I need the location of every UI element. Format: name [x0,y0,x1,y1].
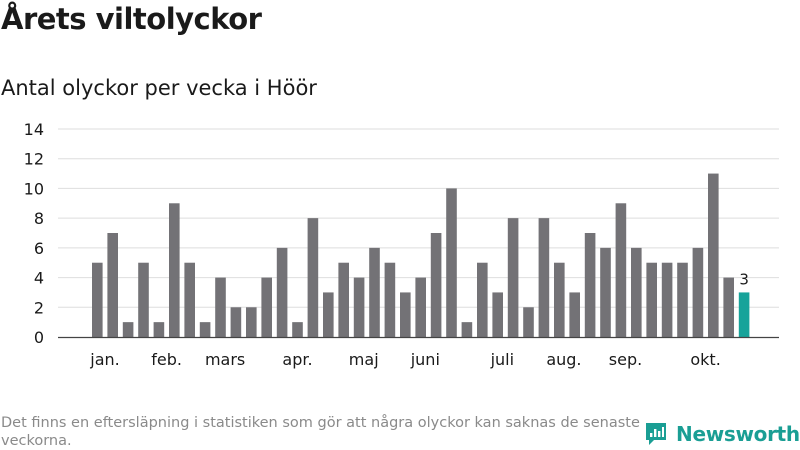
y-tick-label: 6 [34,239,44,258]
bar [138,262,149,337]
brand-logo[interactable]: Newsworthy [644,420,800,448]
bar [246,307,257,337]
bar [600,247,611,337]
chart-subtitle: Antal olyckor per vecka i Höör [1,76,317,100]
bar [92,262,103,337]
y-tick-label: 12 [24,150,44,169]
bar [569,292,580,337]
bar [353,277,365,337]
bar [199,322,211,337]
bar [708,173,719,337]
bar [184,262,195,337]
bar [615,203,627,337]
x-tick-label: sep. [609,350,642,369]
bar [153,322,165,337]
y-tick-label: 2 [34,298,44,317]
x-tick-label: apr. [282,350,312,369]
y-tick-label: 4 [34,269,44,288]
bar [723,277,734,337]
data-label: 3 [739,270,749,288]
bar [507,218,519,337]
brand-name: Newsworthy [676,422,800,446]
y-tick-label: 8 [34,209,44,228]
bar [461,322,473,337]
bar [523,307,534,337]
bar [554,262,565,337]
bar [646,262,657,337]
bar [677,262,688,337]
x-tick-label: juli [490,350,514,369]
x-tick-label: juni [410,350,440,369]
bar [538,218,550,337]
x-tick-label: maj [349,350,379,369]
y-tick-label: 0 [34,328,44,347]
bar [338,262,349,337]
bar [307,218,319,337]
bar [661,262,673,337]
bar [738,292,750,337]
y-tick-label: 14 [24,120,44,139]
bar [692,247,704,337]
x-tick-label: okt. [690,350,720,369]
bar [446,188,457,337]
bar [631,247,642,337]
bar [323,292,334,337]
bar-chart: 0 2 4 6 8 10 12 14 3 jan. feb. mars apr. maj juni juli a… [24,120,779,369]
x-tick-label: jan. [89,350,119,369]
bar [276,247,288,337]
bar [584,233,596,337]
bar [384,262,396,337]
bar [492,292,503,337]
footnote: Det finns en eftersläpning i statistiken… [1,415,640,449]
bar [230,307,242,337]
bar [292,322,303,337]
bar [369,247,380,337]
bar [400,292,411,337]
bar [215,277,226,337]
x-tick-label: feb. [151,350,182,369]
x-tick-label: aug. [546,350,581,369]
bar [430,233,442,337]
bar [477,262,488,337]
x-tick-label: mars [205,350,245,369]
bar [122,322,134,337]
bar [415,277,426,337]
bar [261,277,272,337]
newsworthy-logo-icon [646,423,666,445]
chart-title: Årets viltolyckor [1,2,262,36]
y-tick-label: 10 [24,179,44,198]
bar [169,203,180,337]
bar [107,233,118,337]
